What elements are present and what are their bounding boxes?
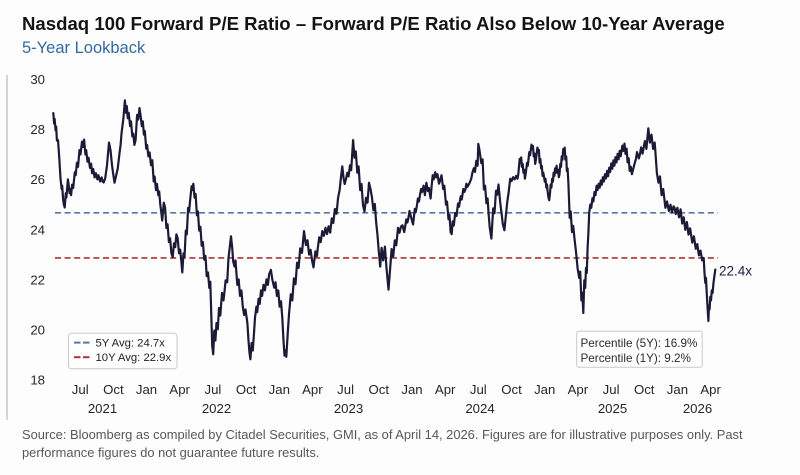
svg-text:Apr: Apr	[435, 382, 456, 397]
svg-text:Jul: Jul	[204, 382, 221, 397]
svg-text:24: 24	[30, 222, 45, 237]
svg-text:2026: 2026	[683, 401, 712, 416]
svg-text:22: 22	[30, 272, 45, 287]
svg-text:Oct: Oct	[236, 382, 257, 397]
svg-text:Oct: Oct	[103, 382, 124, 397]
svg-text:Jul: Jul	[470, 382, 487, 397]
svg-text:26: 26	[30, 172, 45, 187]
svg-text:Percentile (5Y): 16.9%: Percentile (5Y): 16.9%	[581, 337, 698, 350]
svg-text:Jan: Jan	[136, 382, 157, 397]
svg-text:Jan: Jan	[269, 382, 290, 397]
svg-text:28: 28	[30, 122, 45, 137]
svg-text:2023: 2023	[334, 401, 363, 416]
svg-text:Jul: Jul	[72, 382, 89, 397]
svg-text:Oct: Oct	[501, 382, 522, 397]
svg-text:22.4x: 22.4x	[719, 264, 752, 279]
svg-text:Jul: Jul	[337, 382, 354, 397]
svg-text:20: 20	[30, 323, 45, 338]
svg-text:5Y Avg: 24.7x: 5Y Avg: 24.7x	[96, 337, 166, 349]
svg-text:Oct: Oct	[369, 382, 390, 397]
svg-text:Apr: Apr	[302, 382, 323, 397]
svg-text:2022: 2022	[202, 401, 231, 416]
svg-text:Jan: Jan	[667, 382, 688, 397]
svg-text:2021: 2021	[88, 401, 117, 416]
svg-text:Jan: Jan	[401, 382, 422, 397]
svg-text:Apr: Apr	[169, 382, 190, 397]
svg-text:Oct: Oct	[634, 382, 655, 397]
svg-text:10Y Avg: 22.9x: 10Y Avg: 22.9x	[96, 352, 172, 364]
svg-text:Percentile (1Y): 9.2%: Percentile (1Y): 9.2%	[581, 352, 691, 365]
svg-text:Jan: Jan	[534, 382, 555, 397]
svg-text:Jul: Jul	[603, 382, 620, 397]
svg-text:18: 18	[30, 373, 45, 388]
svg-text:Apr: Apr	[700, 382, 721, 397]
svg-text:30: 30	[30, 72, 45, 87]
svg-text:2024: 2024	[465, 401, 494, 416]
svg-text:2025: 2025	[598, 401, 627, 416]
svg-text:Apr: Apr	[568, 382, 589, 397]
